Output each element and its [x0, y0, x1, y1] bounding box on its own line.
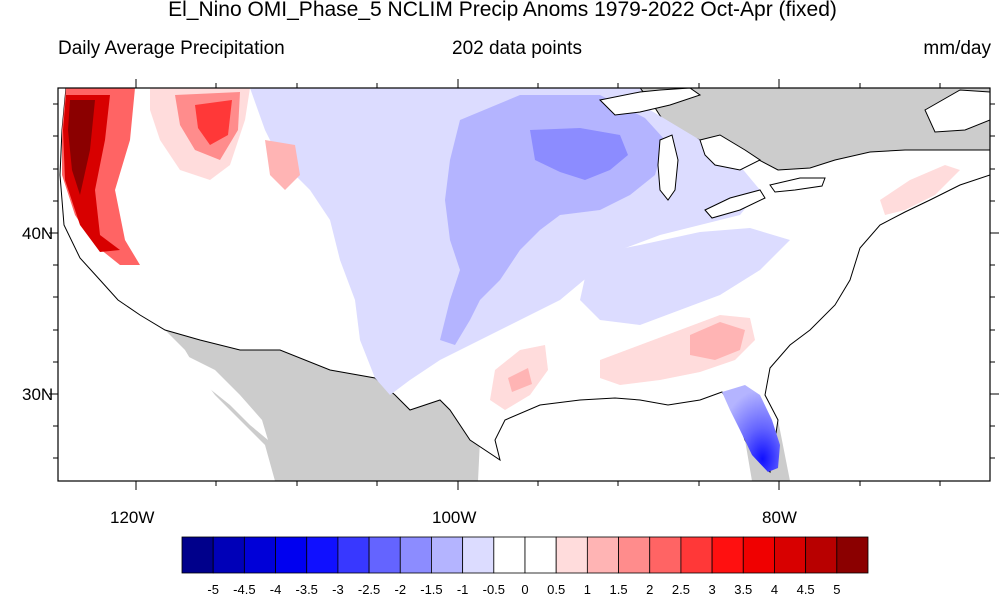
lon-label-120w: 120W: [110, 508, 155, 527]
colorbar-swatch: [555, 536, 588, 574]
gulf-of-mexico: [478, 392, 752, 481]
colorbar-swatch: [368, 536, 401, 574]
colorbar-label: -2.5: [358, 582, 380, 596]
colorbar: -5 -4.5 -4 -3.5 -3 -2.5 -2 -1.5 -1 -0.5 0 0.5 1 1.5 2 2…: [181, 536, 869, 596]
colorbar-label: 1.5: [610, 582, 628, 596]
colorbar-label: 2: [646, 582, 653, 596]
colorbar-label: -2: [394, 582, 406, 596]
colorbar-label: 0: [521, 582, 528, 596]
colorbar-swatch: [462, 536, 495, 574]
colorbar-swatch: [618, 536, 651, 574]
lake-superior: [598, 88, 702, 116]
colorbar-swatch: [431, 536, 464, 574]
colorbar-label: -4: [270, 582, 282, 596]
colorbar-label: -3.5: [296, 582, 318, 596]
subtitle-right: mm/day: [923, 38, 991, 59]
colorbar-label: 5: [833, 582, 840, 596]
lon-label-80w: 80W: [762, 508, 797, 527]
lat-label-30n: 30N: [22, 385, 54, 404]
colorbar-swatch: [742, 536, 775, 574]
colorbar-swatch: [836, 536, 869, 574]
colorbar-swatch: [649, 536, 682, 574]
subtitle-center: 202 data points: [452, 38, 582, 59]
colorbar-swatch: [399, 536, 432, 574]
colorbar-swatch: [243, 536, 276, 574]
lat-label-40n: 40N: [22, 224, 54, 243]
colorbar-swatch: [805, 536, 838, 574]
gulf-of-california: [185, 355, 268, 440]
anomaly-area-minus-0-5: [580, 228, 790, 325]
colorbar-label: -4.5: [233, 582, 255, 596]
colorbar-swatch: [680, 536, 713, 574]
lake-erie: [704, 189, 766, 219]
anomaly-area-plus-1: [690, 322, 745, 360]
colorbar-swatch: [181, 536, 214, 574]
colorbar-label: 3: [708, 582, 715, 596]
colorbar-label: 4.5: [797, 582, 815, 596]
colorbar-label: -1: [457, 582, 469, 596]
anomaly-area-minus-1-5: [530, 128, 628, 180]
anomaly-area-plus-1: [508, 368, 532, 392]
anomaly-area-plus-0-5: [880, 165, 960, 215]
lake-huron: [699, 134, 761, 171]
gulf-of-st-lawrence: [924, 89, 990, 133]
colorbar-label: 2.5: [672, 582, 690, 596]
colorbar-swatch: [524, 536, 557, 574]
lon-label-100w: 100W: [432, 508, 477, 527]
pacific-ocean: [58, 88, 275, 481]
map-frame: [57, 87, 991, 482]
colorbar-swatch: [337, 536, 370, 574]
anomaly-area-plus-3: [195, 100, 232, 145]
axis-ticks: [49, 79, 999, 490]
anomaly-area-florida: [722, 385, 780, 472]
colorbar-swatch: [586, 536, 619, 574]
colorbar-swatch: [212, 536, 245, 574]
colorbar-label: 4: [771, 582, 778, 596]
colorbar-swatch: [275, 536, 308, 574]
map-title: El_Nino OMI_Phase_5 NCLIM Precip Anoms 1…: [168, 0, 837, 21]
anomaly-area-plus-5: [68, 100, 95, 195]
colorbar-swatch: [774, 536, 807, 574]
anomaly-area-plus-1: [265, 140, 300, 190]
subtitle-left: Daily Average Precipitation: [58, 38, 285, 59]
colorbar-label: 1: [584, 582, 591, 596]
colorbar-label: -0.5: [483, 582, 505, 596]
colorbar-label: -3: [332, 582, 344, 596]
colorbar-label: 0.5: [547, 582, 565, 596]
colorbar-swatch: [711, 536, 744, 574]
colorbar-label: -5: [207, 582, 219, 596]
lake-michigan: [657, 134, 679, 201]
atlantic-ocean: [765, 175, 990, 481]
colorbar-swatch: [493, 536, 526, 574]
lake-ontario: [769, 177, 826, 193]
colorbar-label: -1.5: [420, 582, 442, 596]
colorbar-label: 3.5: [734, 582, 752, 596]
colorbar-swatch: [306, 536, 339, 574]
